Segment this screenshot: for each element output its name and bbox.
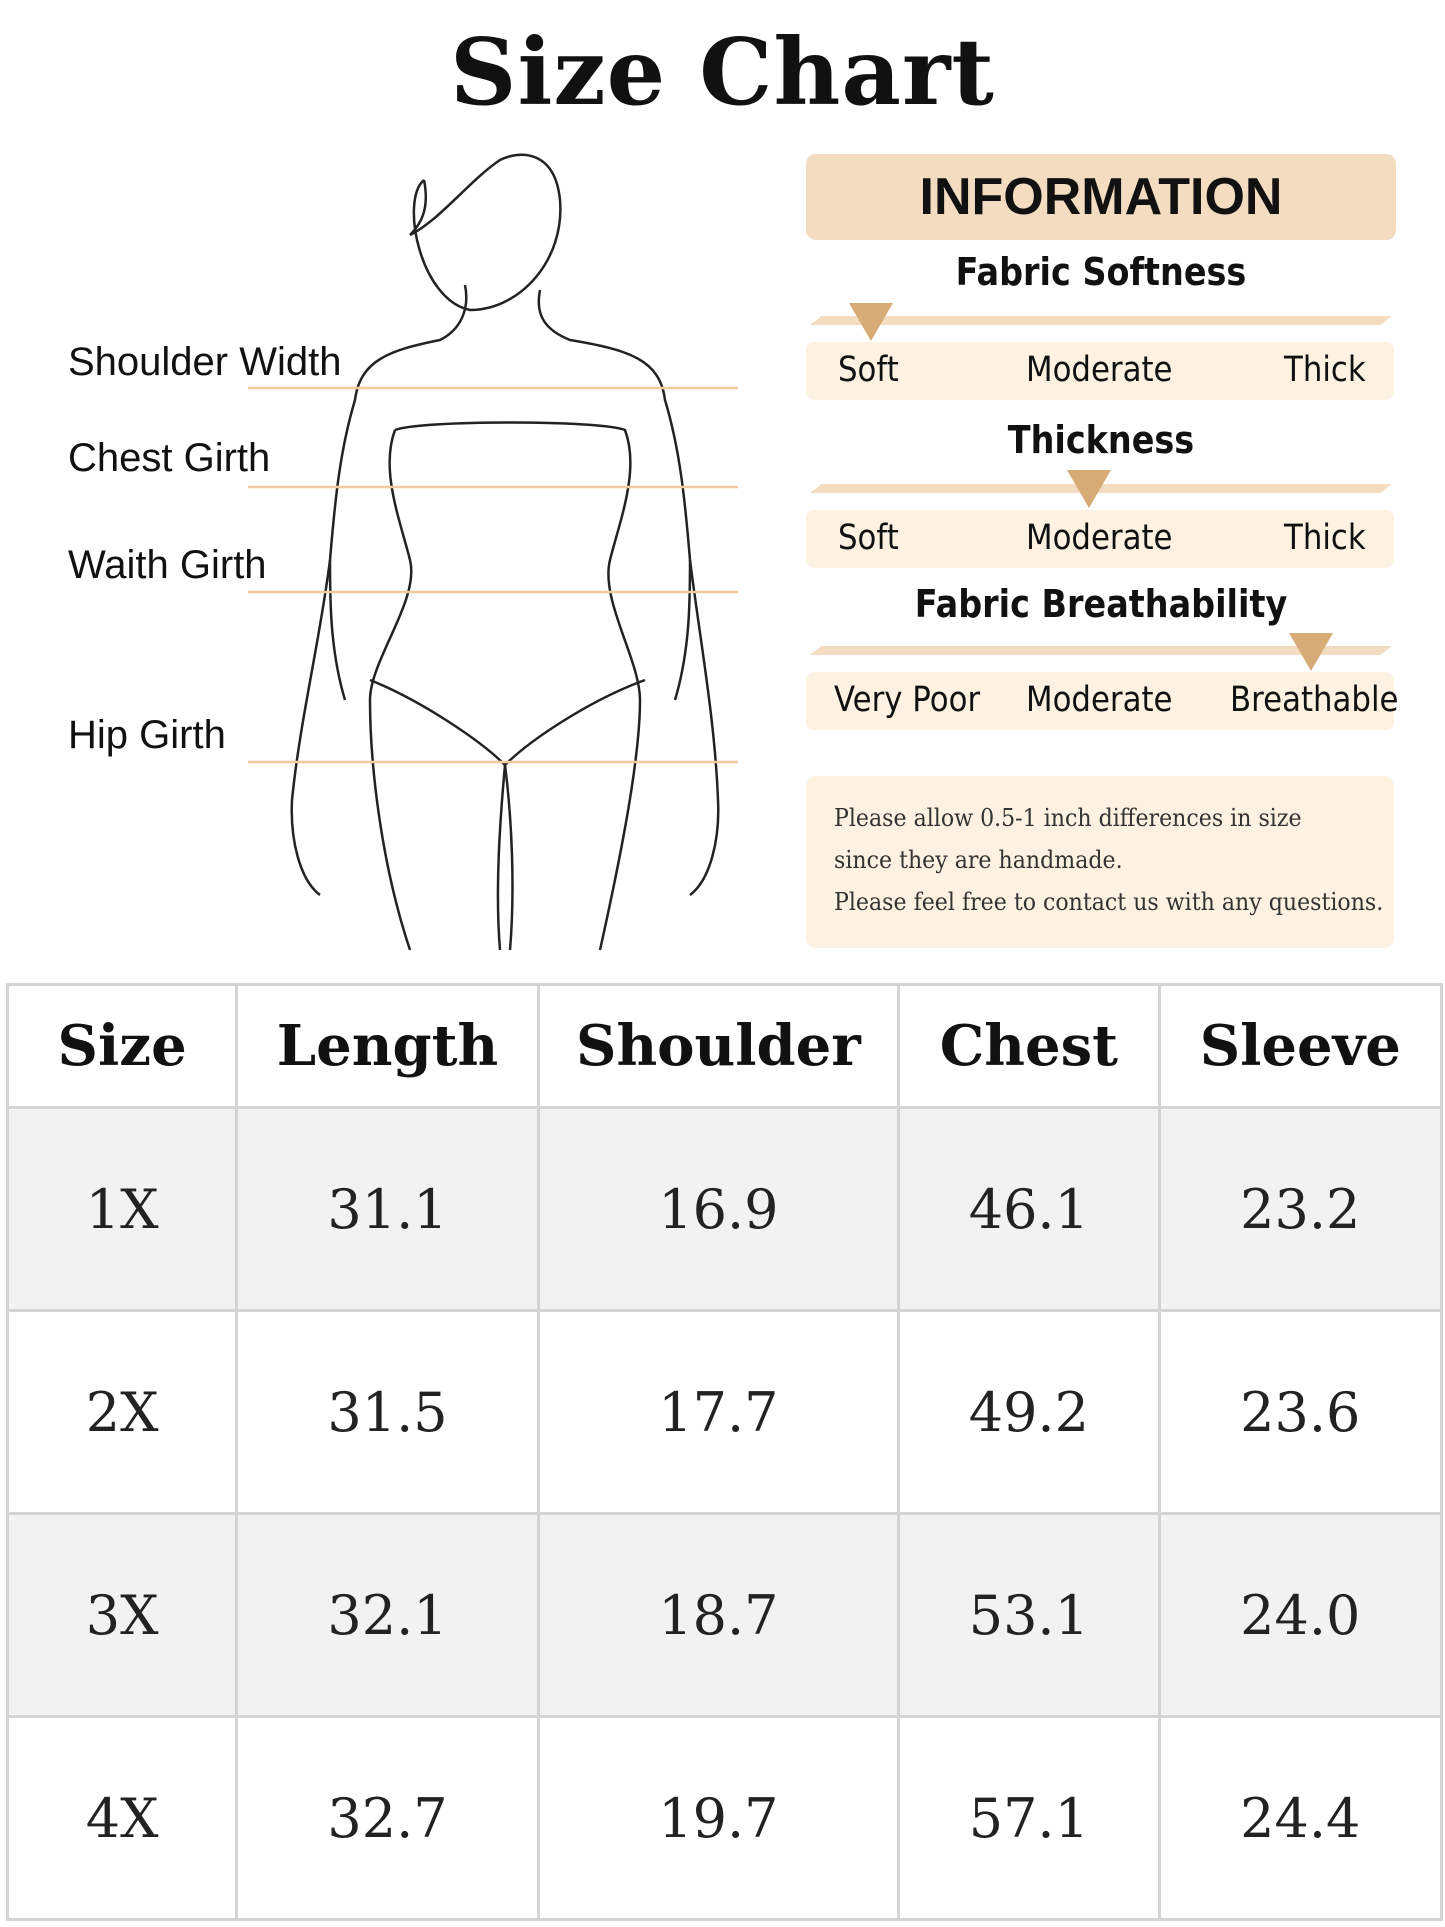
scale-label: Soft: [838, 350, 899, 390]
softness-marker-icon: [849, 303, 893, 341]
breathability-title: Fabric Breathability: [914, 582, 1288, 626]
cell: 19.7: [536, 1715, 901, 1921]
cell: 24.4: [1157, 1715, 1444, 1921]
thickness-marker-icon: [1067, 470, 1111, 508]
scale-label: Moderate: [1026, 350, 1173, 390]
scale-label: Soft: [838, 518, 899, 558]
table-header-row: Size Length Shoulder Chest Sleeve: [5, 983, 1444, 1109]
cell: 57.1: [897, 1715, 1161, 1921]
scale-label: Thick: [1284, 518, 1366, 558]
label-hip-girth: Hip Girth: [68, 713, 226, 757]
breathability-bar: [810, 646, 1392, 655]
table-row: 1X 31.1 16.9 46.1 23.2: [5, 1106, 1444, 1312]
cell: 53.1: [897, 1512, 1161, 1718]
scale-label: Thick: [1284, 350, 1366, 390]
breathability-marker-icon: [1289, 633, 1333, 671]
softness-bar: [810, 316, 1392, 325]
cell: 17.7: [536, 1309, 901, 1515]
table-row: 4X 32.7 19.7 57.1 24.4: [5, 1715, 1444, 1921]
table-row: 3X 32.1 18.7 53.1 24.0: [5, 1512, 1444, 1718]
note-line: Please feel free to contact us with any …: [834, 888, 1384, 916]
label-shoulder-width: Shoulder Width: [68, 340, 342, 384]
size-note: Please allow 0.5-1 inch differences in s…: [806, 776, 1394, 948]
cell: 32.1: [235, 1512, 540, 1718]
table-row: 2X 31.5 17.7 49.2 23.6: [5, 1309, 1444, 1515]
measure-lines: [248, 386, 738, 764]
softness-title: Fabric Softness: [955, 250, 1247, 294]
label-chest-girth: Chest Girth: [68, 436, 271, 480]
cell: 16.9: [536, 1106, 901, 1312]
page-title: Size Chart: [450, 18, 995, 126]
scale-label: Moderate: [1026, 680, 1173, 720]
header-size: Size: [5, 983, 239, 1109]
cell: 18.7: [536, 1512, 901, 1718]
cell: 23.6: [1157, 1309, 1444, 1515]
cell: 23.2: [1157, 1106, 1444, 1312]
breathability-scale: Very Poor Moderate Breathable: [806, 672, 1398, 730]
cell: 1X: [5, 1106, 239, 1312]
cell: 2X: [5, 1309, 239, 1515]
note-line: since they are handmade.: [834, 846, 1123, 874]
cell: 46.1: [897, 1106, 1161, 1312]
cell: 31.1: [235, 1106, 540, 1312]
scale-label: Moderate: [1026, 518, 1173, 558]
cell: 24.0: [1157, 1512, 1444, 1718]
scale-label: Very Poor: [834, 680, 981, 720]
cell: 32.7: [235, 1715, 540, 1921]
information-header: INFORMATION: [806, 154, 1396, 240]
thickness-scale: Soft Moderate Thick: [806, 510, 1394, 568]
cell: 49.2: [897, 1309, 1161, 1515]
body-figure-illustration: [248, 153, 738, 951]
thickness-title: Thickness: [1007, 418, 1195, 462]
cell: 31.5: [235, 1309, 540, 1515]
softness-scale: Soft Moderate Thick: [806, 342, 1394, 400]
header-chest: Chest: [897, 983, 1161, 1109]
note-line: Please allow 0.5-1 inch differences in s…: [834, 804, 1302, 832]
cell: 4X: [5, 1715, 239, 1921]
scale-label: Breathable: [1230, 680, 1399, 720]
size-table: Size Length Shoulder Chest Sleeve 1X 31.…: [5, 983, 1444, 1921]
header-sleeve: Sleeve: [1157, 983, 1444, 1109]
cell: 3X: [5, 1512, 239, 1718]
header-shoulder: Shoulder: [536, 983, 901, 1109]
header-length: Length: [235, 983, 540, 1109]
label-waist-girth: Waith Girth: [68, 543, 267, 587]
